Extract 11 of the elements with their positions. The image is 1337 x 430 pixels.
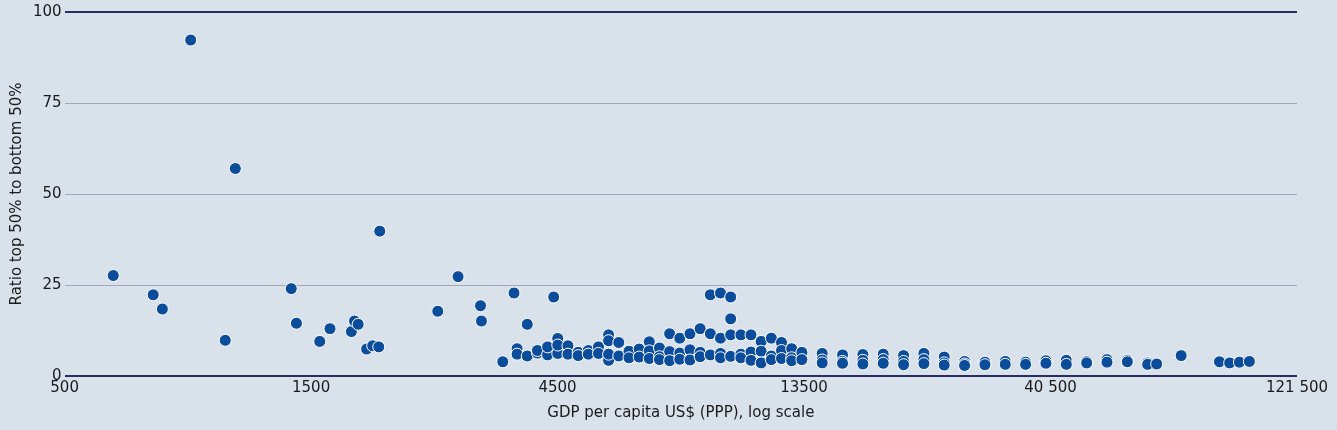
y-axis-title: Ratio top 50% to bottom 50% [6, 82, 25, 306]
y-tick-label: 100 [32, 1, 62, 20]
x-tick-label: 121 500 [1265, 377, 1329, 396]
y-tick-label: 75 [42, 92, 62, 111]
x-tick-label: 13500 [780, 377, 828, 396]
x-tick-label: 40 500 [1024, 377, 1077, 396]
x-axis-title: GDP per capita US$ (PPP), log scale [547, 402, 815, 421]
y-tick-label: 50 [42, 183, 62, 202]
y-tick-label: 25 [42, 274, 62, 293]
x-tick-label: 4500 [538, 377, 577, 396]
x-tick-label: 1500 [292, 377, 331, 396]
